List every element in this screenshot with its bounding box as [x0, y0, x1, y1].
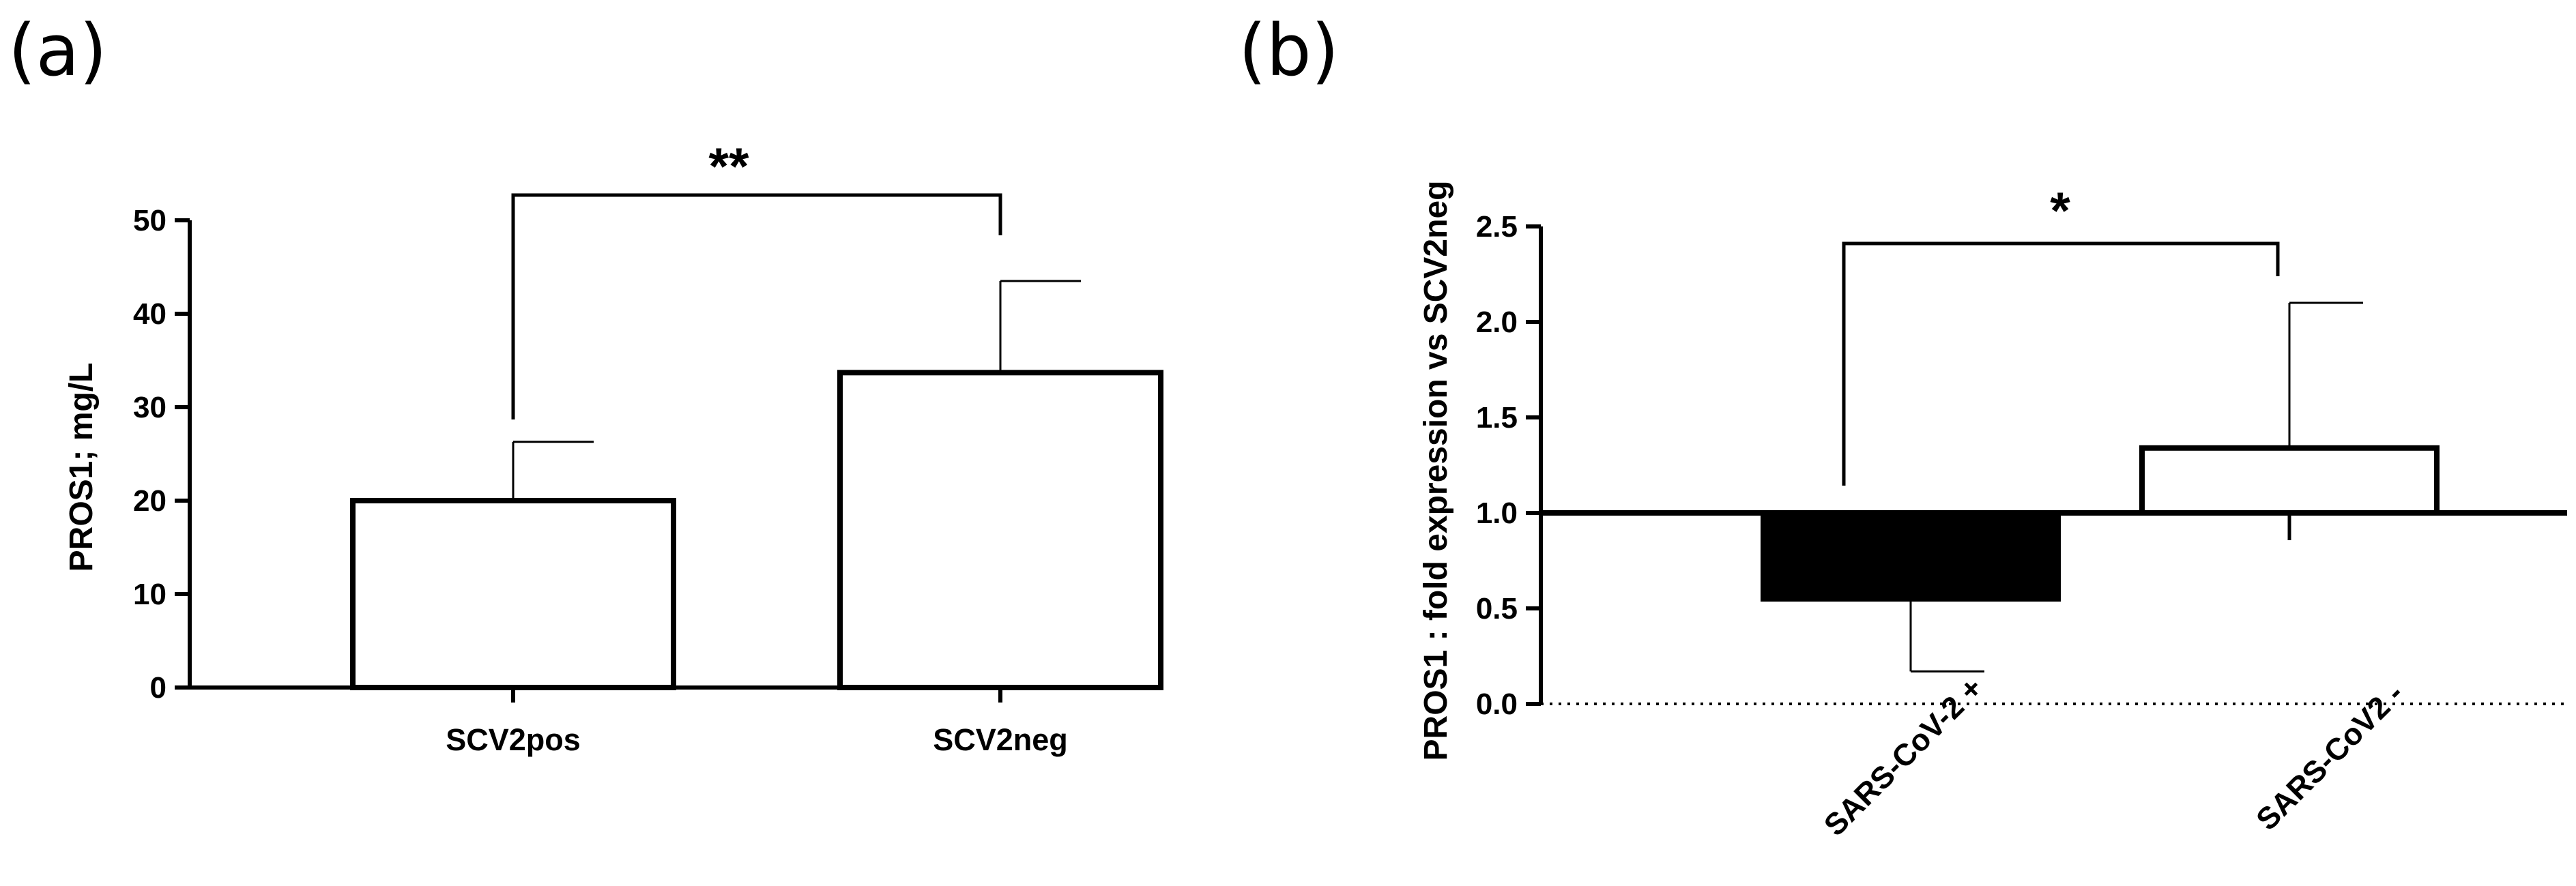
panel-a-y-tick-label: 20 — [133, 484, 167, 518]
panel-a-bar-scv2pos — [350, 498, 676, 690]
panel-b-significance-bracket — [1842, 241, 2280, 486]
panel-b-y-tick-label: 0.0 — [1476, 688, 1518, 721]
panel-a-y-tick-label: 10 — [133, 578, 167, 611]
panel-b-y-tick-label: 2.0 — [1476, 306, 1518, 339]
panel-b-category-label-positive: SARS-CoV-2 + — [1817, 670, 1990, 843]
panel-a-significance-bracket — [511, 193, 1002, 419]
panel-a-y-tick-label: 30 — [133, 391, 167, 424]
panel-b-y-tick-label: 1.5 — [1476, 401, 1518, 434]
panel-a: (a) PROS1; mg/L ** 0 10 20 30 40 50 SCV2pos S… — [8, 9, 1163, 757]
panel-b-letter: (b) — [1239, 9, 1339, 92]
panel-a-category-label-scv2neg: SCV2neg — [933, 722, 1068, 757]
panel-a-category-label-scv2pos: SCV2pos — [446, 722, 581, 757]
panel-b-y-axis-label: PROS1 : fold expression vs SCV2neg — [1418, 181, 1454, 761]
panel-b-y-tick-label: 2.5 — [1476, 210, 1518, 243]
panel-b-significance-label: * — [2050, 182, 2070, 240]
panel-b-y-tick-label: 1.0 — [1476, 497, 1518, 530]
panel-b-category-label-negative: SARS-CoV2 - — [2249, 676, 2410, 837]
panel-b-bar-positive — [1761, 510, 2061, 602]
panel-a-bar-scv2neg — [837, 370, 1163, 690]
panel-a-y-axis-label: PROS1; mg/L — [63, 363, 100, 572]
panel-a-letter: (a) — [8, 9, 107, 92]
panel-b-y-tick-label: 0.5 — [1476, 592, 1518, 625]
panel-a-y-tick-label: 50 — [133, 204, 167, 237]
panel-a-y-tick-label: 40 — [133, 297, 167, 331]
panel-b: (b) PROS1 : fold expression vs SCV2neg *… — [1239, 9, 2567, 842]
panel-a-significance-label: ** — [708, 138, 749, 196]
panel-b-bar-negative — [2139, 445, 2440, 516]
panel-a-y-tick-label: 0 — [150, 671, 167, 705]
